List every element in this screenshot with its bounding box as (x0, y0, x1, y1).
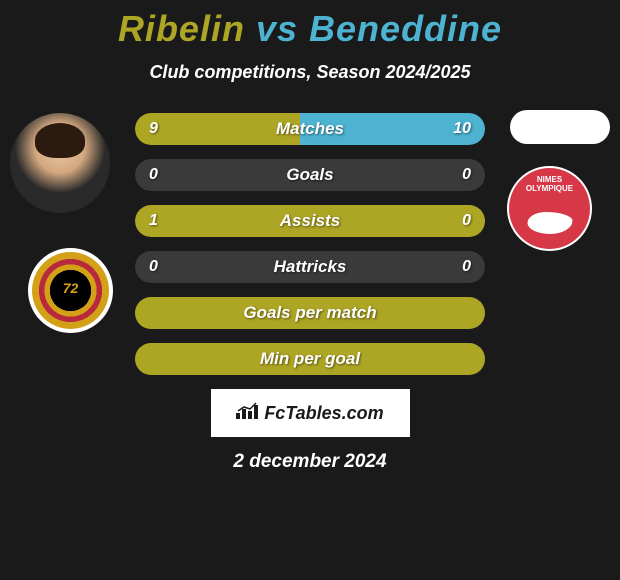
stat-label: Goals per match (243, 303, 376, 323)
stat-row: 1 0 Assists (135, 205, 485, 237)
stat-value-left: 1 (149, 212, 158, 230)
player-photo-left (10, 113, 110, 213)
stat-value-right: 0 (462, 258, 471, 276)
stat-row: Goals per match (135, 297, 485, 329)
stat-value-left: 9 (149, 120, 158, 138)
stat-label: Hattricks (274, 257, 347, 277)
comparison-card: Ribelin vs Beneddine Club competitions, … (0, 0, 620, 580)
stat-bars: 910Matches00Goals10Assists00HattricksGoa… (135, 113, 485, 375)
stat-label: Min per goal (260, 349, 360, 369)
footer-date: 2 december 2024 (0, 451, 620, 473)
stat-value-right: 0 (462, 166, 471, 184)
club-badge-right: NIMES OLYMPIQUE (507, 166, 592, 251)
stat-row: 0 0 Goals (135, 159, 485, 191)
title-player-left: Ribelin (118, 8, 245, 49)
brand-logo: FcTables.com (211, 389, 410, 437)
stat-label: Goals (286, 165, 333, 185)
stat-row: Min per goal (135, 343, 485, 375)
stat-label: Matches (276, 119, 344, 139)
stat-value-left: 0 (149, 258, 158, 276)
page-title: Ribelin vs Beneddine (0, 8, 620, 50)
club-right-text: NIMES OLYMPIQUE (526, 176, 573, 194)
subtitle: Club competitions, Season 2024/2025 (0, 62, 620, 83)
stat-value-right: 10 (453, 120, 471, 138)
stat-row: 9 10 Matches (135, 113, 485, 145)
stat-row: 0 0 Hattricks (135, 251, 485, 283)
player-photo-right (510, 110, 610, 144)
chart-icon (236, 401, 258, 425)
stat-label: Assists (280, 211, 340, 231)
club-badge-left (28, 248, 113, 333)
title-vs: vs (256, 8, 298, 49)
stats-area: NIMES OLYMPIQUE 910Matches00Goals10Assis… (0, 113, 620, 375)
stat-value-left: 0 (149, 166, 158, 184)
title-player-right: Beneddine (309, 8, 502, 49)
bar-fill-left (135, 113, 300, 145)
brand-text: FcTables.com (264, 403, 383, 424)
stat-value-right: 0 (462, 212, 471, 230)
